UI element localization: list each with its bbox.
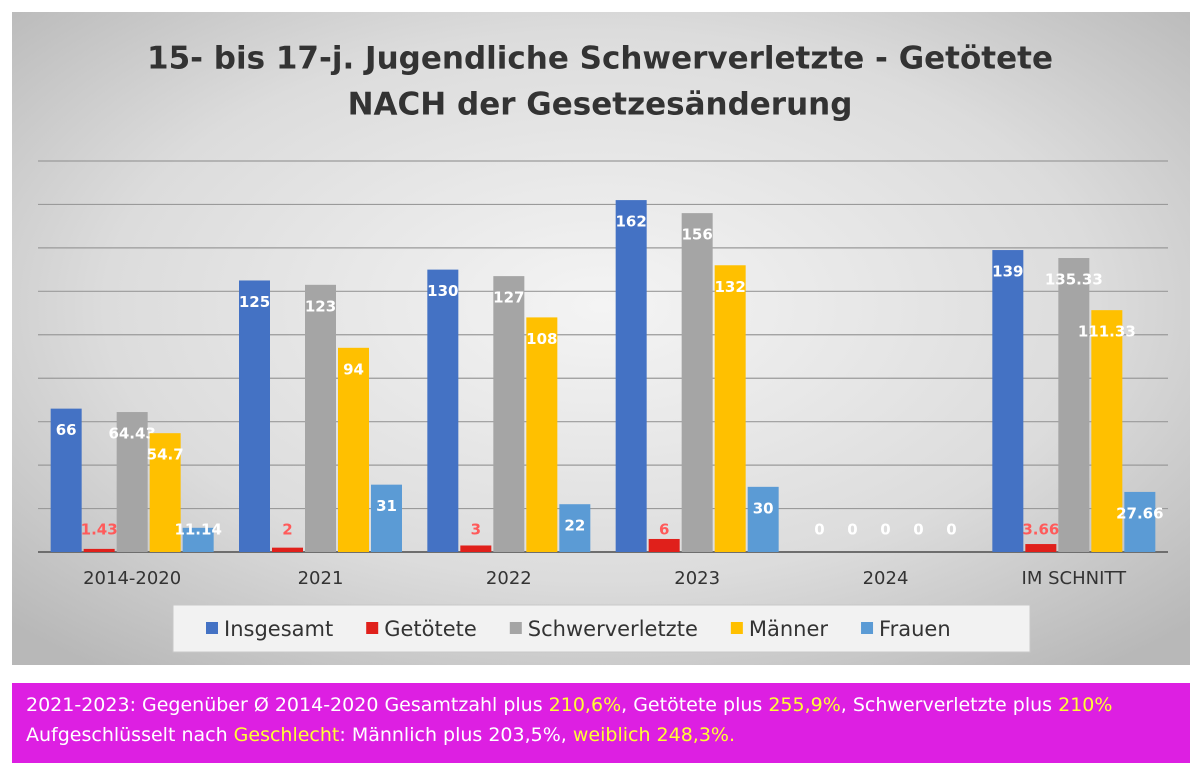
data-label: 3.66: [1022, 521, 1059, 539]
bar: [149, 433, 181, 552]
data-label: 1.43: [81, 521, 118, 539]
data-label: 0: [946, 521, 956, 539]
data-label: 130: [427, 282, 458, 300]
legend-label: Frauen: [879, 617, 951, 641]
data-label: 135.33: [1045, 271, 1103, 289]
data-label: 139: [992, 263, 1023, 281]
bar: [83, 548, 115, 552]
data-label: 127: [493, 289, 524, 307]
bar: [305, 284, 336, 552]
data-label: 0: [814, 521, 824, 539]
bar: [116, 412, 148, 552]
bar: [1025, 544, 1057, 552]
bar: [1124, 491, 1156, 552]
legend-box: [172, 604, 1031, 653]
data-label: 0: [847, 521, 857, 539]
legend-swatch: [730, 622, 743, 634]
x-tick-label: 2021: [298, 568, 344, 589]
x-tick-label: 2022: [486, 568, 532, 589]
bar: [427, 269, 459, 552]
data-label: 30: [753, 499, 774, 517]
bar: [1058, 258, 1090, 552]
bar: [50, 408, 82, 552]
bar: [371, 484, 402, 552]
legend-label: Getötete: [384, 617, 477, 641]
bar: [182, 527, 214, 552]
data-label: 3: [471, 521, 481, 539]
data-label: 22: [564, 517, 585, 535]
legend-label: Schwerverletzte: [528, 617, 698, 641]
data-label: 123: [305, 297, 336, 315]
footer-text: , Getötete plus: [621, 694, 769, 716]
data-label: 111.33: [1078, 323, 1136, 341]
bar: [559, 504, 591, 552]
bar: [681, 213, 713, 552]
bar: [1091, 310, 1123, 552]
data-label: 31: [376, 497, 397, 515]
data-label: 0: [880, 521, 890, 539]
footer-text: 255,9%: [768, 694, 841, 716]
legend-label: Männer: [749, 617, 829, 641]
footer-text: Aufgeschlüsselt nach: [26, 724, 234, 746]
x-tick-label: 2024: [863, 568, 909, 589]
bar: [272, 547, 303, 552]
x-tick-label: 2014-2020: [83, 568, 181, 589]
legend-swatch: [206, 622, 218, 634]
footer-text: : Männlich plus 203,5%,: [339, 724, 573, 746]
data-label: 27.66: [1116, 504, 1163, 522]
bar: [747, 486, 779, 552]
legend-swatch: [861, 622, 874, 634]
legend-swatch: [509, 622, 522, 634]
bar: [992, 250, 1024, 553]
data-label: 54.7: [147, 446, 184, 464]
legend-swatch: [366, 622, 379, 634]
data-label: 2: [282, 521, 292, 539]
data-label: 0: [913, 521, 923, 539]
footer-text: 2021-2023: Gegenüber Ø 2014-2020 Gesamtz…: [26, 694, 549, 716]
data-label: 94: [343, 360, 364, 378]
data-label: 6: [659, 521, 669, 539]
footer-text: 210%: [1058, 694, 1113, 716]
data-label: 108: [526, 330, 557, 348]
footer-text: , Schwerverletzte plus: [840, 694, 1059, 716]
data-label: 66: [56, 421, 77, 439]
chart: 15- bis 17-j. Jugendliche Schwerverletzt…: [12, 12, 1190, 665]
footer-text: weiblich 248,3%.: [572, 724, 736, 746]
bar: [239, 280, 270, 552]
data-label: 64.43: [108, 425, 155, 443]
x-tick-label: IM SCHNITT: [1022, 568, 1128, 589]
footer-line: Aufgeschlüsselt nach Geschlecht: Männlic…: [26, 720, 1190, 750]
bar: [714, 265, 746, 552]
x-tick-label: 2023: [674, 568, 720, 589]
data-label: 125: [239, 293, 270, 311]
chart-title: 15- bis 17-j. Jugendliche Schwerverletzt…: [147, 41, 1053, 77]
footer: 2021-2023: Gegenüber Ø 2014-2020 Gesamtz…: [12, 683, 1190, 763]
data-label: 132: [715, 278, 746, 296]
legend-label: Insgesamt: [224, 617, 333, 641]
bar: [493, 276, 525, 552]
footer-line: 2021-2023: Gegenüber Ø 2014-2020 Gesamtz…: [26, 690, 1190, 720]
bar: [648, 538, 680, 552]
bar: [526, 317, 558, 552]
bar: [615, 200, 647, 552]
bar: [338, 347, 369, 552]
data-label: 156: [682, 226, 713, 244]
bar: [460, 545, 492, 552]
footer-text: 210,6%: [548, 694, 622, 716]
data-label: 11.14: [174, 521, 221, 539]
chart-title: NACH der Gesetzesänderung: [348, 87, 853, 123]
footer-text: Geschlecht: [233, 724, 340, 746]
data-label: 162: [616, 213, 647, 231]
